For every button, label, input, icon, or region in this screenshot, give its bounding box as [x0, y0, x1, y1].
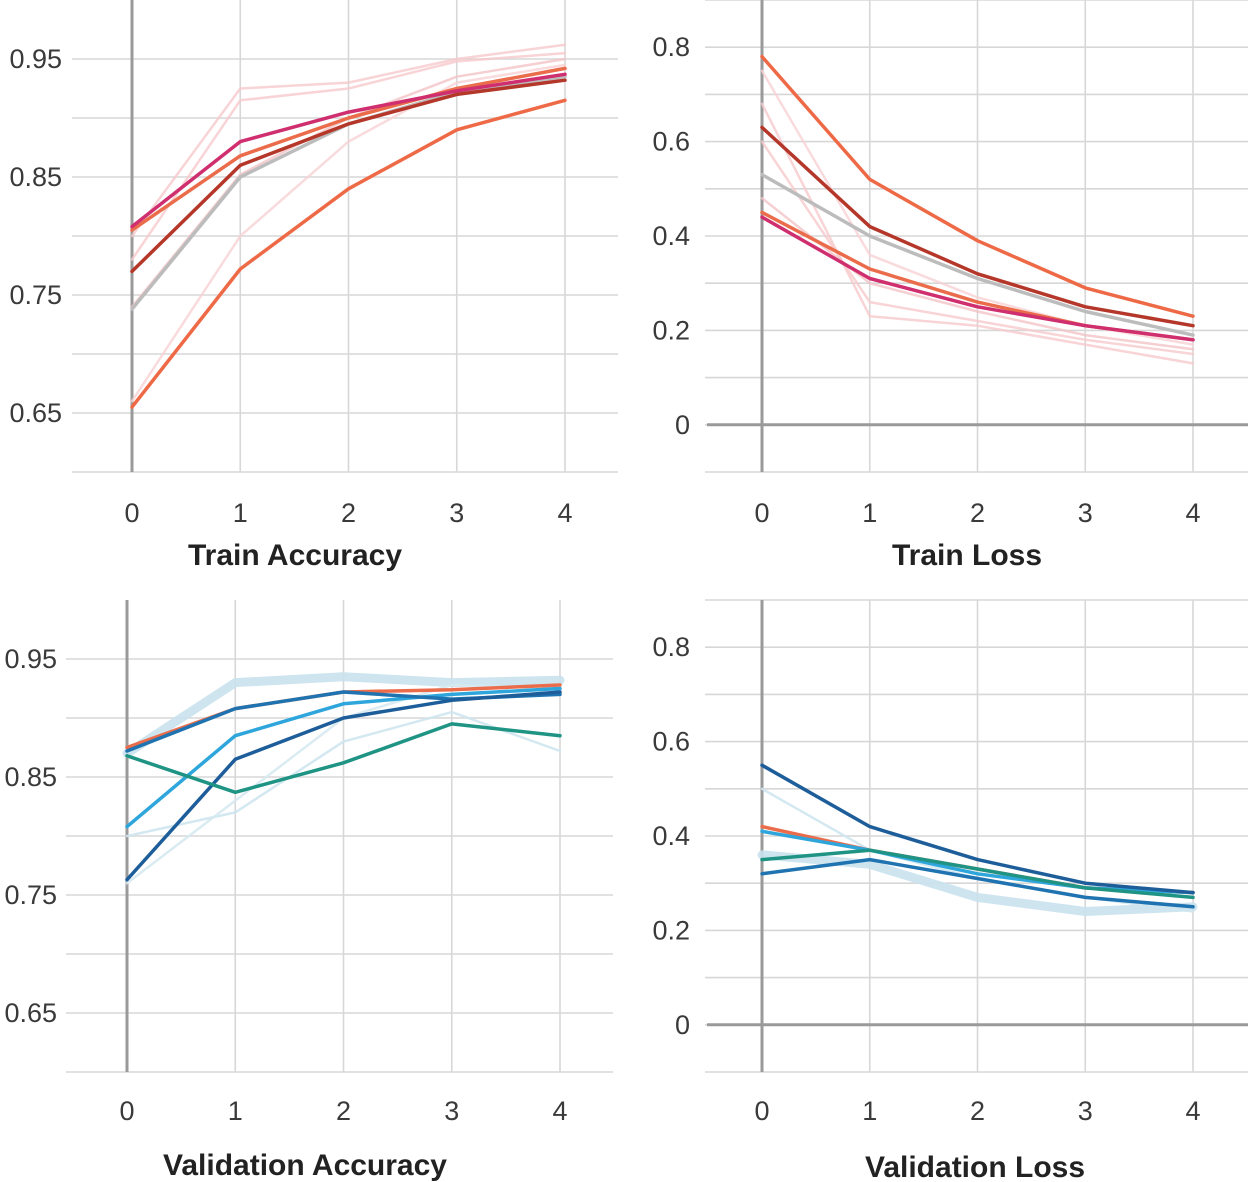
- x-tick-label: 1: [233, 498, 248, 528]
- y-tick-label: 0.2: [652, 315, 690, 345]
- series-line-blue: [760, 857, 1195, 909]
- series-line-faint-band: [757, 850, 1198, 916]
- x-tick-label: 0: [754, 498, 769, 528]
- x-tick-label: 1: [862, 498, 877, 528]
- series-line-magenta: [760, 215, 1195, 342]
- series-line-faint-4: [130, 63, 567, 403]
- series-line-orange-top: [760, 54, 1195, 318]
- series-line-orange-low: [130, 98, 567, 409]
- y-tick-label: 0.2: [652, 915, 690, 945]
- y-tick-label: 0.4: [652, 221, 690, 251]
- y-tick-label: 0.65: [4, 998, 57, 1028]
- x-tick-label: 4: [1185, 1096, 1200, 1126]
- series-line-faint-1: [130, 43, 567, 238]
- y-tick-label: 0: [675, 1010, 690, 1040]
- y-tick-label: 0.6: [652, 127, 690, 157]
- x-tick-label: 3: [1078, 1096, 1093, 1126]
- series-line-faint-1: [760, 102, 1195, 365]
- x-tick-label: 4: [1185, 498, 1200, 528]
- y-tick-label: 0.75: [4, 880, 57, 910]
- x-tick-label: 2: [970, 1096, 985, 1126]
- series-line-dark-red: [760, 125, 1195, 328]
- x-tick-label: 3: [449, 498, 464, 528]
- validation-loss-chart: 0 0.2 0.4 0.6 0.8 0 1 2 3 4 Validation Loss: [652, 599, 1248, 1182]
- x-tick-label: 1: [862, 1096, 877, 1126]
- y-tick-label: 0: [675, 410, 690, 440]
- x-tick-label: 4: [557, 498, 572, 528]
- y-tick-label: 0.65: [9, 398, 62, 428]
- series-line-teal: [125, 722, 562, 795]
- y-tick-label: 0.95: [4, 644, 57, 674]
- series-line-faint-band: [122, 672, 565, 758]
- validation-accuracy-chart: 0.65 0.75 0.85 0.95 0 1 2 3 4 Validation Accuracy: [4, 600, 613, 1182]
- x-tick-label: 4: [552, 1096, 567, 1126]
- y-tick-label: 0.85: [9, 162, 62, 192]
- series-line-orange: [130, 66, 567, 232]
- x-tick-label: 0: [754, 1096, 769, 1126]
- x-tick-label: 2: [970, 498, 985, 528]
- y-tick-label: 0.85: [4, 762, 57, 792]
- x-tick-label: 0: [119, 1096, 134, 1126]
- x-tick-label: 2: [336, 1096, 351, 1126]
- chart-title: Validation Loss: [865, 1151, 1085, 1182]
- series-line-dark-blue: [760, 763, 1195, 895]
- series-line-light-blue: [125, 686, 562, 829]
- y-tick-label: 0.8: [652, 632, 690, 662]
- train-accuracy-chart: 0.65 0.75 0.85 0.95 0 1 2 3 4 Train Accuracy: [9, 0, 618, 572]
- series-line-dark-blue: [125, 690, 562, 882]
- series-line-faint-1: [125, 710, 562, 838]
- x-tick-label: 2: [341, 498, 356, 528]
- series-line-magenta: [130, 72, 567, 229]
- series-line-faint-3: [760, 196, 1195, 351]
- y-tick-label: 0.6: [652, 727, 690, 757]
- x-tick-label: 3: [1078, 498, 1093, 528]
- x-tick-label: 3: [444, 1096, 459, 1126]
- chart-title: Validation Accuracy: [163, 1149, 447, 1182]
- x-tick-label: 0: [124, 498, 139, 528]
- y-tick-label: 0.75: [9, 280, 62, 310]
- chart-title: Train Loss: [892, 539, 1042, 572]
- train-loss-chart: 0 0.2 0.4 0.6 0.8 0 1 2 3 4 Train Loss: [652, 0, 1248, 572]
- series-line-faint-2: [130, 51, 567, 261]
- series-line-teal: [760, 848, 1195, 900]
- series-line-grey: [760, 172, 1195, 337]
- chart-title: Train Accuracy: [188, 539, 402, 572]
- x-tick-label: 1: [228, 1096, 243, 1126]
- series-line-dark-red: [130, 78, 567, 274]
- y-tick-label: 0.4: [652, 821, 690, 851]
- y-tick-label: 0.8: [652, 32, 690, 62]
- y-tick-label: 0.95: [9, 44, 62, 74]
